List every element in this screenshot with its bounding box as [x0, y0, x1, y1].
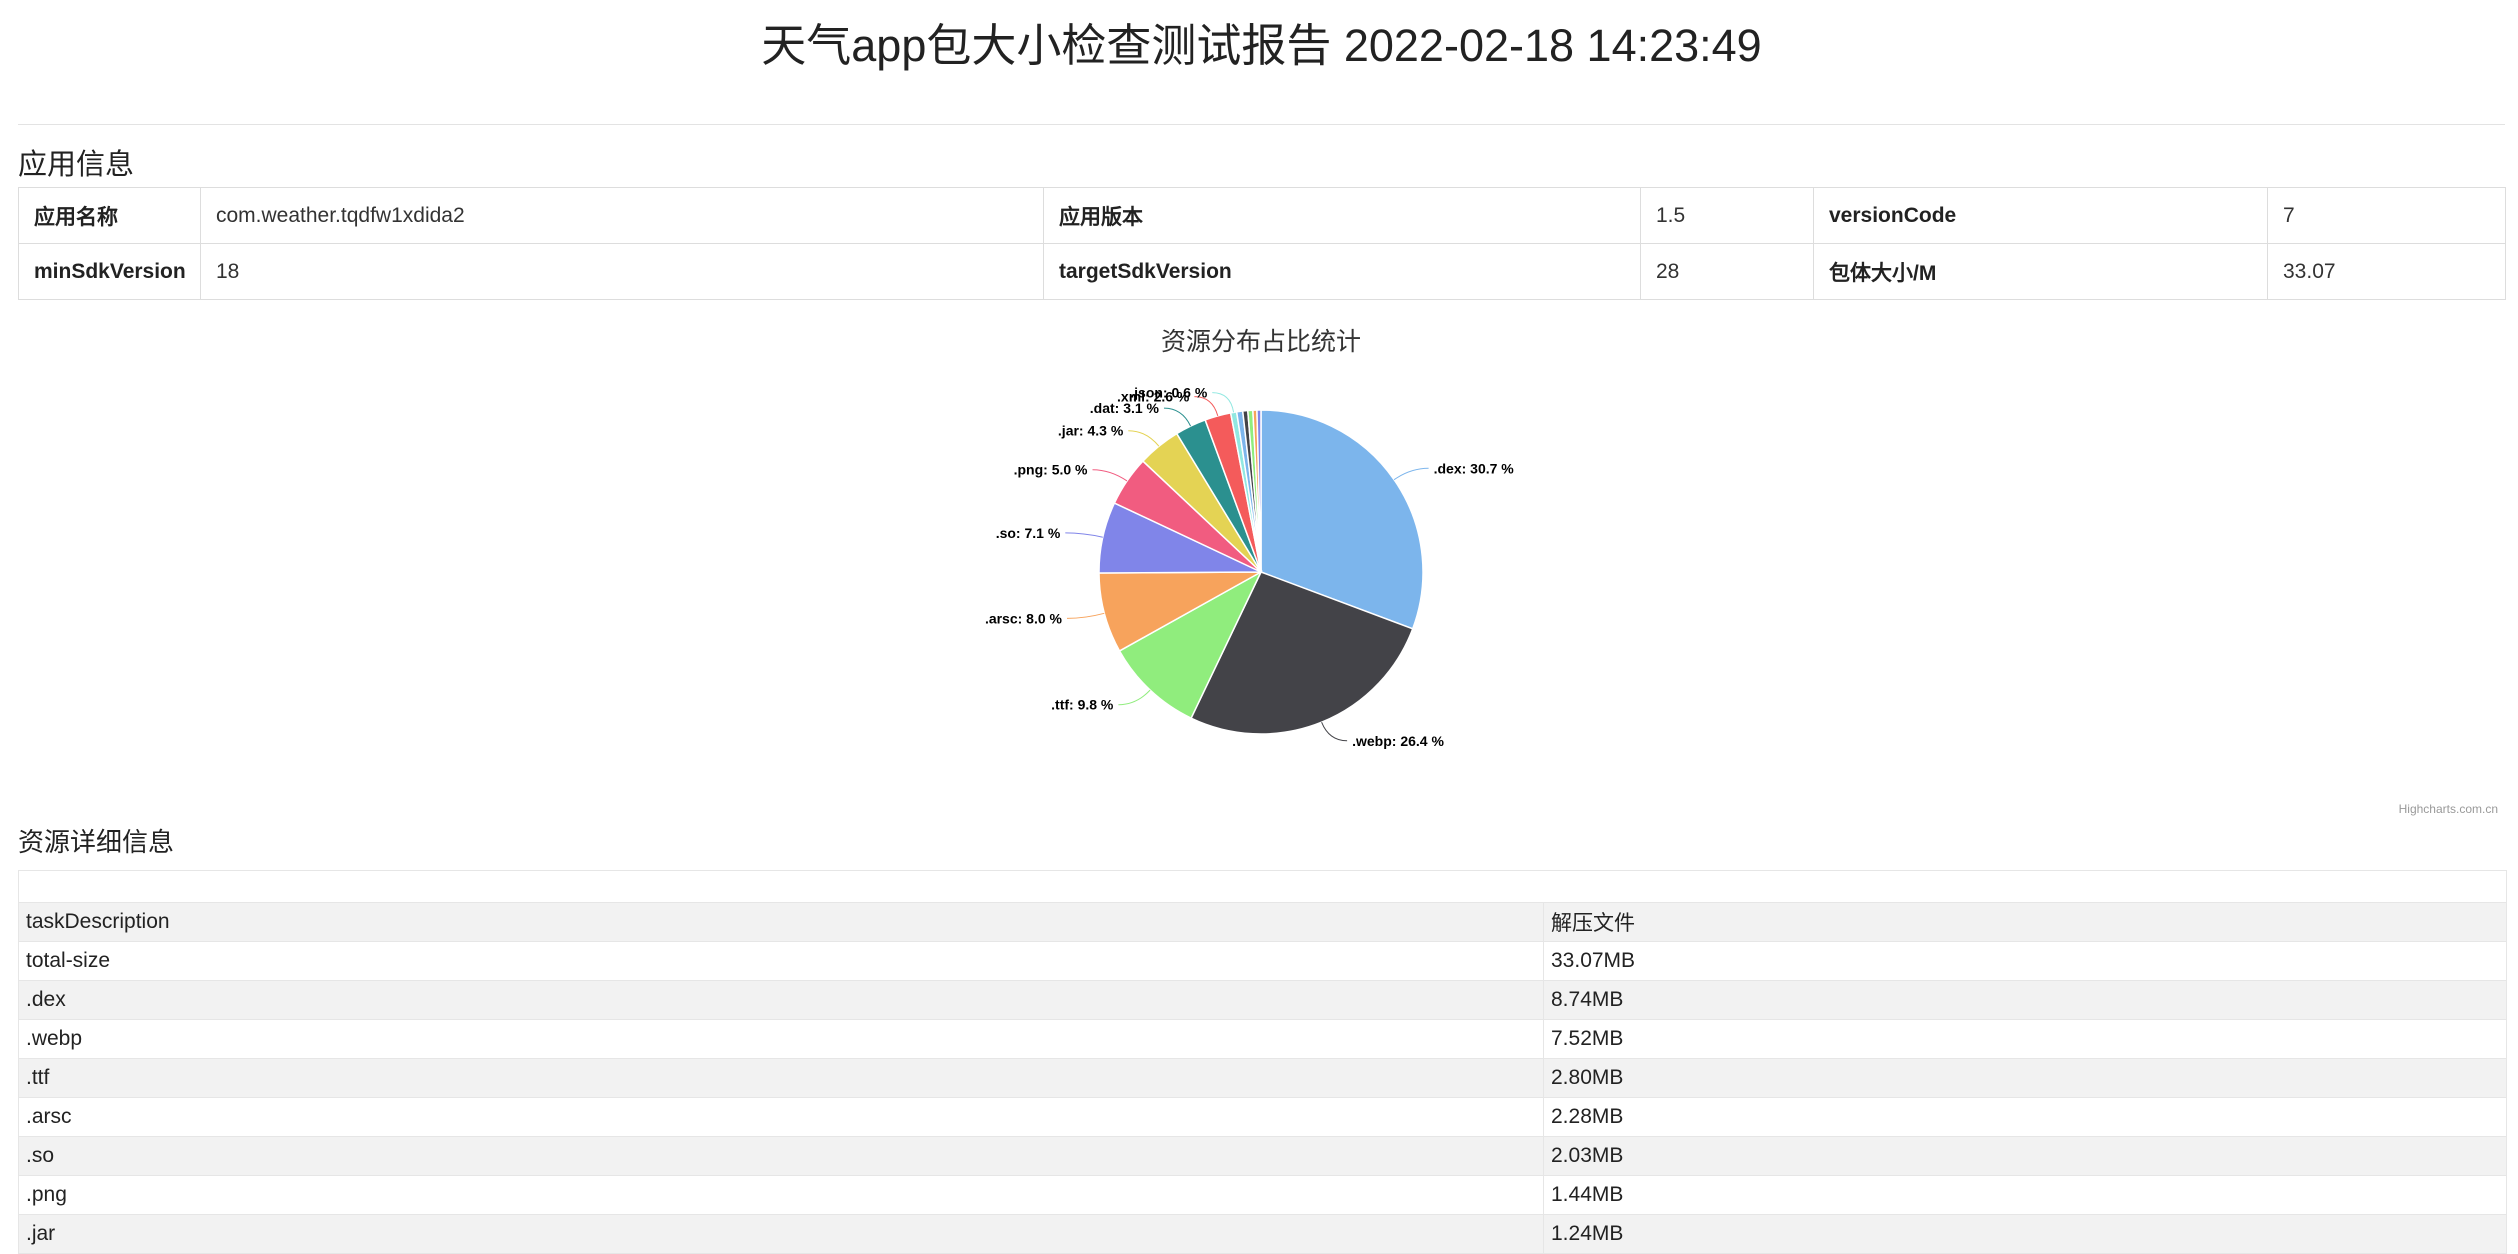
- target-sdk-label: targetSdkVersion: [1043, 243, 1641, 300]
- resource-type-cell: .ttf: [19, 1058, 1544, 1098]
- table-row: .jar 1.24MB: [19, 1214, 2506, 1254]
- resource-type-cell: total-size: [19, 941, 1544, 981]
- slice-connector: [1212, 392, 1235, 413]
- resource-size-cell: 2.28MB: [1543, 1097, 2506, 1137]
- slice-data-label: .dat: 3.1 %: [1090, 400, 1160, 416]
- min-sdk-label: minSdkVersion: [18, 243, 201, 300]
- report-page: 天气app包大小检查测试报告 2022-02-18 14:23:49 应用信息 …: [18, 0, 2507, 1254]
- slice-data-label: .webp: 26.4 %: [1352, 733, 1444, 749]
- package-size-label: 包体大小/M: [1813, 243, 2268, 300]
- table-row: .arsc 2.28MB: [19, 1097, 2506, 1137]
- resource-type-cell: .png: [19, 1175, 1544, 1215]
- chart-credit-link[interactable]: Highcharts.com.cn: [2399, 802, 2498, 816]
- resource-pie-chart: 资源分布占比统计 .dex: 30.7 % .webp: 26.4 % .ttf: …: [18, 300, 2505, 820]
- table-row: .webp 7.52MB: [19, 1019, 2506, 1059]
- slice-data-label: .so: 7.1 %: [996, 525, 1061, 541]
- app-info-table: 应用名称 com.weather.tqdfw1xdida2 应用版本 1.5 v…: [18, 187, 2506, 300]
- pie-labels: .dex: 30.7 % .webp: 26.4 % .ttf: 9.8 % .ars…: [985, 385, 1514, 749]
- table-row: total-size 33.07MB: [19, 941, 2506, 981]
- table-row: .so 2.03MB: [19, 1136, 2506, 1176]
- slice-connector: [1321, 722, 1348, 742]
- target-sdk-value: 28: [1640, 243, 1814, 300]
- version-code-label: versionCode: [1813, 187, 2268, 244]
- min-sdk-value: 18: [200, 243, 1044, 300]
- app-name-value: com.weather.tqdfw1xdida2: [200, 187, 1044, 244]
- app-name-label: 应用名称: [18, 187, 201, 244]
- resource-size-cell: 2.03MB: [1543, 1136, 2506, 1176]
- pie-slice[interactable]: [1118, 570, 1263, 720]
- resource-size-cell: 7.52MB: [1543, 1019, 2506, 1059]
- resource-size-cell: 解压文件: [1543, 903, 2506, 942]
- resource-size-cell: 1.44MB: [1543, 1175, 2506, 1215]
- table-row: .ttf 2.80MB: [19, 1058, 2506, 1098]
- app-info-row: minSdkVersion 18 targetSdkVersion 28 包体大…: [18, 243, 2506, 300]
- pie-slices: [1098, 409, 1424, 735]
- slice-data-label: .ttf: 9.8 %: [1051, 697, 1114, 713]
- table-row: taskDescription 解压文件: [19, 903, 2506, 942]
- details-heading: 资源详细信息: [18, 827, 175, 857]
- slice-connector: [1065, 532, 1103, 538]
- title-divider: [18, 124, 2505, 125]
- app-info-row: 应用名称 com.weather.tqdfw1xdida2 应用版本 1.5 v…: [18, 187, 2506, 244]
- slice-connector: [1393, 467, 1429, 481]
- chart-title: 资源分布占比统计: [1161, 328, 1361, 356]
- resource-type-cell: .so: [19, 1136, 1544, 1176]
- resource-type-cell: .jar: [19, 1214, 1544, 1254]
- details-spacer: [19, 871, 2506, 903]
- slice-connector: [1092, 469, 1128, 482]
- slice-connector: [1194, 396, 1219, 417]
- slice-data-label: .dex: 30.7 %: [1434, 460, 1515, 476]
- resource-type-cell: taskDescription: [19, 903, 1544, 942]
- slice-connector: [1066, 612, 1105, 619]
- slice-data-label: .jar: 4.3 %: [1058, 423, 1124, 439]
- report-title: 天气app包大小检查测试报告 2022-02-18 14:23:49: [761, 20, 1762, 71]
- table-row: .png 1.44MB: [19, 1175, 2506, 1215]
- resource-type-cell: .webp: [19, 1019, 1544, 1059]
- resource-size-cell: 33.07MB: [1543, 941, 2506, 981]
- resource-size-cell: 2.80MB: [1543, 1058, 2506, 1098]
- pie-chart-svg: 资源分布占比统计 .dex: 30.7 % .webp: 26.4 % .ttf: …: [985, 328, 2498, 816]
- app-version-value: 1.5: [1640, 187, 1814, 244]
- slice-data-label: .arsc: 8.0 %: [985, 610, 1063, 626]
- slice-data-label: .xml: 2.6 %: [1117, 389, 1190, 405]
- resource-type-cell: .arsc: [19, 1097, 1544, 1137]
- details-panel: taskDescription 解压文件 total-size 33.07MB .dex…: [18, 870, 2507, 1254]
- details-table: taskDescription 解压文件 total-size 33.07MB .dex…: [19, 903, 2506, 1254]
- table-row: .dex 8.74MB: [19, 980, 2506, 1020]
- slice-connector: [1128, 430, 1160, 447]
- pie-slice[interactable]: [1256, 409, 1262, 573]
- slice-data-label: .png: 5.0 %: [1014, 462, 1088, 478]
- resource-size-cell: 8.74MB: [1543, 980, 2506, 1020]
- slice-connector: [1118, 689, 1151, 706]
- slice-data-label: .json: 0.6 %: [1130, 385, 1208, 401]
- package-size-value: 33.07: [2267, 243, 2506, 300]
- app-info-heading: 应用信息: [18, 149, 135, 181]
- version-code-value: 7: [2267, 187, 2506, 244]
- slice-connector: [1163, 407, 1192, 427]
- resource-size-cell: 1.24MB: [1543, 1214, 2506, 1254]
- resource-type-cell: .dex: [19, 980, 1544, 1020]
- app-version-label: 应用版本: [1043, 187, 1641, 244]
